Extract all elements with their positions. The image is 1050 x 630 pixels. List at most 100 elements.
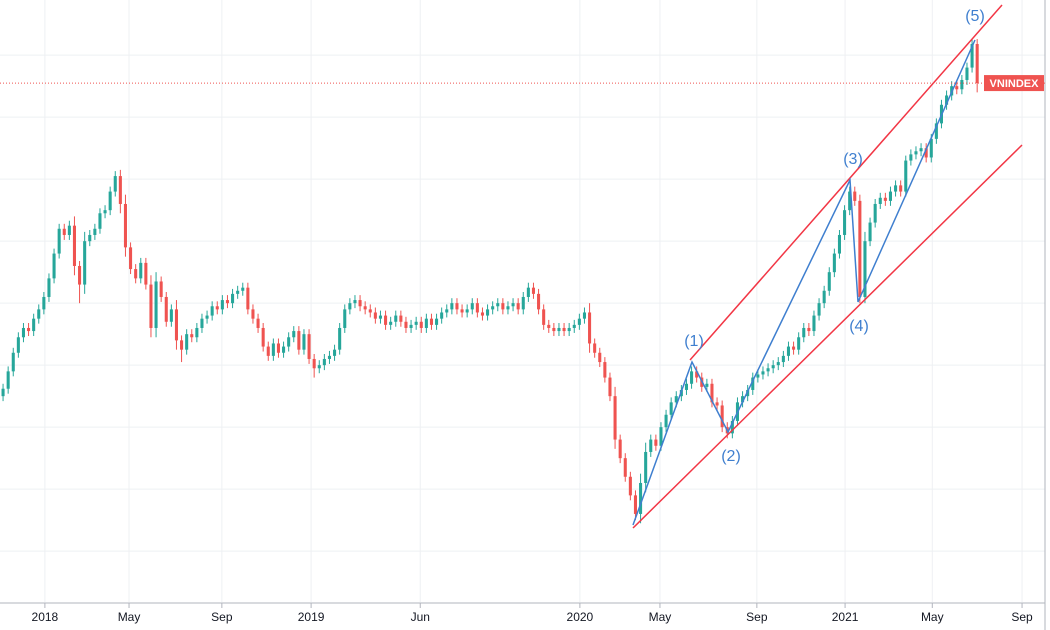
candle-body: [373, 312, 377, 319]
candle-body: [741, 396, 745, 403]
candle-body: [659, 427, 663, 446]
candle-body: [618, 439, 622, 459]
candle-body: [322, 358, 326, 366]
wave-label: (2): [721, 448, 741, 465]
candle-body: [317, 365, 321, 369]
x-tick-label: Sep: [746, 610, 768, 624]
candle-body: [547, 324, 551, 328]
price-tag-label: VNINDEX: [990, 78, 1040, 90]
candle-body: [429, 318, 433, 325]
candle-body: [180, 340, 184, 350]
candle-body: [516, 303, 520, 310]
candle-body: [552, 327, 556, 332]
x-axis: 2018 May Sep 2019 Jun 2020 May Sep 2021 May Sep: [32, 603, 1033, 624]
candle-body: [129, 247, 133, 270]
candle-body: [378, 315, 382, 319]
candle-body: [945, 95, 949, 105]
candle-body: [832, 253, 836, 273]
candle-body: [205, 315, 209, 319]
candle-body: [307, 334, 311, 359]
candle-body: [37, 309, 41, 319]
candle-body: [195, 327, 199, 338]
candle-body: [501, 303, 505, 310]
candle-body: [32, 318, 36, 332]
candle-body: [827, 272, 831, 291]
candle-body: [904, 160, 908, 192]
candle-body: [358, 300, 362, 307]
candle-body: [450, 303, 454, 310]
candle-body: [83, 241, 87, 285]
candle-body: [521, 296, 525, 310]
x-tick-label: 2019: [298, 610, 325, 624]
candle-body: [929, 138, 933, 158]
candle-body: [42, 296, 46, 310]
x-tick-label: Sep: [1011, 610, 1033, 624]
candle-body: [251, 309, 255, 319]
candle-body: [894, 185, 898, 192]
candle-body: [93, 228, 97, 235]
candle-body: [965, 67, 969, 80]
candle-body: [899, 185, 903, 192]
candle-body: [761, 371, 765, 375]
candle-body: [776, 362, 780, 366]
candle-body: [730, 420, 734, 434]
candle-body: [863, 241, 867, 297]
candle-body: [338, 327, 342, 350]
candle-body: [878, 197, 882, 204]
candle-body: [297, 331, 301, 350]
candle-body: [108, 191, 112, 211]
candle-body: [409, 324, 413, 328]
candle-body: [603, 362, 607, 378]
candle-body: [797, 337, 801, 350]
wave-label: (1): [684, 333, 704, 350]
candle-body: [419, 321, 423, 328]
x-tick-label: May: [118, 610, 141, 624]
candle-body: [363, 306, 367, 310]
candle-body: [220, 300, 224, 310]
candle-body: [756, 374, 760, 378]
candle-body: [909, 154, 913, 161]
candle-body: [6, 371, 10, 389]
candle-body: [837, 234, 841, 254]
x-tick-label: Sep: [211, 610, 233, 624]
candle-body: [608, 377, 612, 397]
candle-body: [924, 148, 928, 158]
candle-body: [67, 225, 71, 235]
candle-body: [11, 352, 15, 372]
candle-body: [62, 228, 66, 235]
candle-body: [649, 439, 653, 452]
candle-body: [751, 377, 755, 390]
candle-body: [78, 265, 82, 285]
candle-body: [231, 293, 235, 304]
candle-body: [47, 278, 51, 297]
candle-body: [343, 309, 347, 328]
x-tick-label: May: [921, 610, 944, 624]
candle-body: [567, 327, 571, 332]
candle-body: [52, 253, 56, 279]
candle-body: [771, 365, 775, 369]
candle-body: [149, 284, 153, 328]
candle-body: [480, 312, 484, 316]
candle-body: [276, 343, 280, 353]
candle-body: [123, 203, 127, 248]
candle-body: [440, 312, 444, 319]
candle-body: [348, 303, 352, 310]
candle-body: [327, 355, 331, 359]
candle-body: [542, 309, 546, 325]
candle-body: [134, 269, 138, 279]
candle-body: [822, 290, 826, 304]
candle-body: [807, 327, 811, 332]
x-tick-label: 2020: [567, 610, 594, 624]
candle-body: [292, 331, 296, 338]
candle-body: [27, 327, 31, 332]
candle-body: [475, 303, 479, 313]
x-tick-label: 2018: [32, 610, 59, 624]
candle-body: [883, 197, 887, 201]
candle-body: [628, 476, 632, 496]
candle-body: [144, 262, 148, 285]
candle-body: [491, 306, 495, 310]
candle-body: [623, 458, 627, 477]
candle-body: [282, 346, 286, 353]
candle-body: [705, 383, 709, 387]
candle-body: [582, 312, 586, 319]
